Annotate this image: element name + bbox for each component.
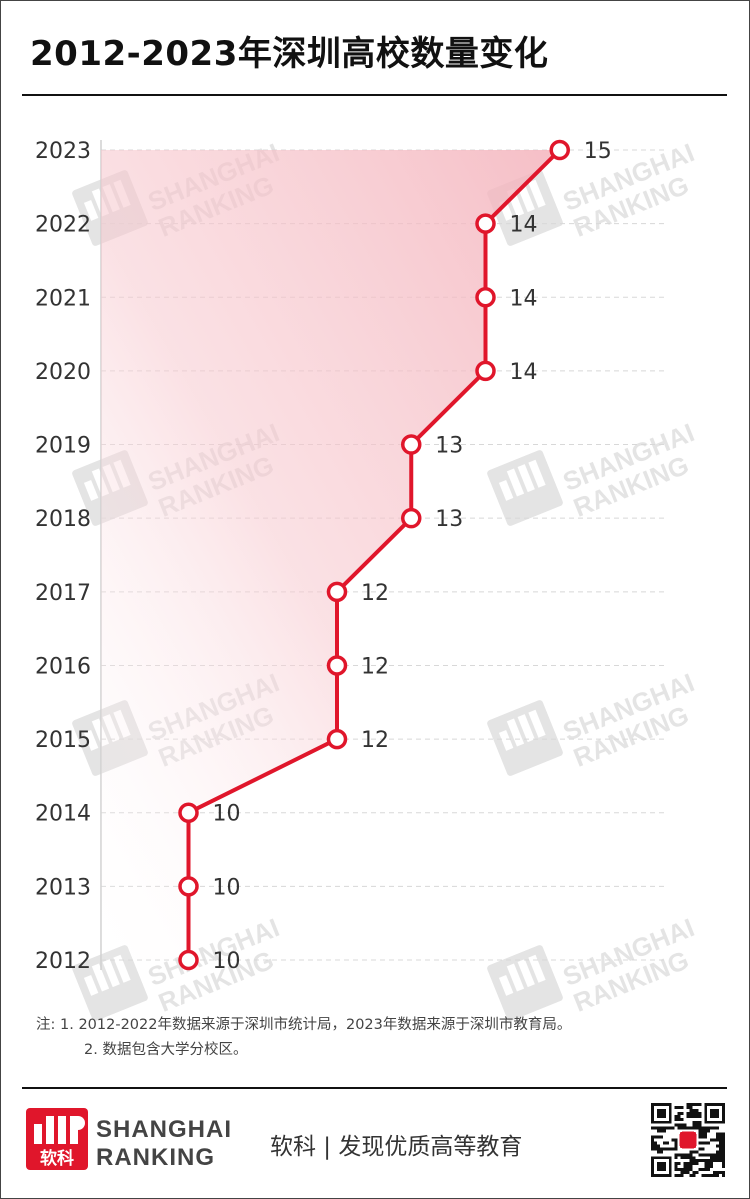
shanghai-ranking-logo-icon: 软科 xyxy=(26,1108,88,1170)
category-tick-label: 2012 xyxy=(35,949,91,974)
watermark-logo-icon xyxy=(487,700,563,776)
data-label: 13 xyxy=(435,434,463,459)
data-point xyxy=(326,728,348,750)
data-point xyxy=(475,213,496,234)
data-label: 10 xyxy=(213,949,241,974)
title-divider xyxy=(22,94,727,96)
category-tick-label: 2016 xyxy=(35,654,91,679)
data-points xyxy=(178,139,570,971)
category-tick-labels: 2012 2013 2014 2015 2016 2017 2018 2019 2020 2021… xyxy=(35,139,91,974)
watermark-logo-icon xyxy=(72,945,148,1021)
area-fill xyxy=(101,150,560,960)
data-label: 15 xyxy=(584,139,612,164)
category-tick-label: 2019 xyxy=(35,434,91,459)
data-label: 14 xyxy=(510,213,538,238)
data-point xyxy=(178,876,199,897)
data-label: 14 xyxy=(510,286,538,311)
category-tick-label: 2023 xyxy=(35,139,91,164)
data-point xyxy=(326,581,348,603)
data-point xyxy=(178,802,199,823)
data-labels: 10 10 10 12 12 12 13 13 14 14 14 15 xyxy=(213,139,612,974)
svg-text:软科: 软科 xyxy=(40,1148,74,1169)
data-label: 13 xyxy=(435,507,463,532)
data-label: 14 xyxy=(510,360,538,385)
data-label: 10 xyxy=(213,802,241,827)
data-point xyxy=(178,949,199,971)
category-tick-label: 2014 xyxy=(35,802,91,827)
category-tick-label: 2018 xyxy=(35,507,91,532)
data-label: 12 xyxy=(361,581,389,606)
slogan: 软科 | 发现优质高等教育 xyxy=(270,1134,523,1160)
data-label: 12 xyxy=(361,654,389,679)
data-point xyxy=(549,139,570,161)
data-point xyxy=(401,434,422,455)
watermark-logo-icon xyxy=(487,945,563,1021)
footer-divider xyxy=(22,1087,727,1089)
category-tick-label: 2017 xyxy=(35,581,91,606)
category-tick-label: 2015 xyxy=(35,728,91,753)
category-tick-label: 2020 xyxy=(35,360,91,385)
qr-code-icon[interactable] xyxy=(651,1103,725,1177)
brand-line-2: RANKING xyxy=(96,1144,215,1171)
footnote-2: 2. 数据包含大学分校区。 xyxy=(84,1042,248,1058)
category-tick-label: 2022 xyxy=(35,213,91,238)
page-title: 2012-2023年深圳高校数量变化 xyxy=(30,34,549,74)
category-tick-label: 2021 xyxy=(35,286,91,311)
line-chart: 2012 2013 2014 2015 2016 2017 2018 2019 2020 2021… xyxy=(35,139,668,974)
brand-line-1: SHANGHAI xyxy=(96,1116,233,1143)
data-point xyxy=(326,655,348,676)
data-point xyxy=(475,287,496,308)
data-point xyxy=(475,360,496,382)
footnote-1: 注: 1. 2012-2022年数据来源于深圳市统计局，2023年数据来源于深圳… xyxy=(36,1017,572,1033)
category-tick-label: 2013 xyxy=(35,875,91,900)
watermark-logo-icon xyxy=(487,450,563,526)
data-label: 10 xyxy=(213,875,241,900)
footnotes: 注: 1. 2012-2022年数据来源于深圳市统计局，2023年数据来源于深圳… xyxy=(36,1013,571,1063)
brand-name: SHANGHAI RANKING xyxy=(96,1116,232,1172)
series-line xyxy=(186,148,562,960)
data-label: 12 xyxy=(361,728,389,753)
data-point xyxy=(401,507,422,529)
